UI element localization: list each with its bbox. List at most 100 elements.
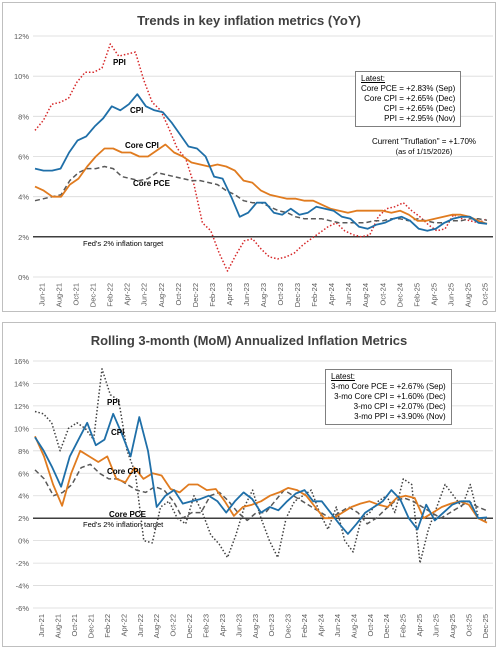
legend-entry-cpi: CPI = +2.65% (Dec) bbox=[383, 104, 456, 113]
x-tick-label: Apr-23 bbox=[225, 283, 234, 306]
x-tick-label: Aug-24 bbox=[349, 614, 358, 638]
x-tick-label: Apr-23 bbox=[218, 614, 227, 637]
series-label-core-cpi: Core CPI bbox=[125, 141, 159, 150]
series-line-ppi bbox=[34, 368, 488, 564]
x-tick-label: Dec-23 bbox=[293, 283, 302, 307]
series-label-ppi: PPI bbox=[107, 398, 120, 407]
x-tick-label: Jun-22 bbox=[140, 283, 149, 306]
legend-entry-ppi: 3-mo PPI = +3.90% (Nov) bbox=[354, 412, 446, 421]
series-label-core-pce: Core PCE bbox=[109, 510, 147, 519]
x-tick-label: Feb-24 bbox=[300, 614, 309, 638]
x-tick-label: Feb-23 bbox=[202, 614, 211, 638]
x-tick-label: Jun-24 bbox=[344, 283, 353, 306]
series-line-ppi bbox=[34, 43, 488, 272]
y-tick-label: 12% bbox=[14, 32, 29, 41]
x-tick-label: Oct-25 bbox=[480, 283, 489, 306]
target-label: Fed's 2% inflation target bbox=[83, 239, 164, 248]
x-tick-label: Feb-24 bbox=[310, 283, 319, 307]
x-tick-label: Oct-23 bbox=[276, 283, 285, 306]
y-tick-label: 2% bbox=[18, 233, 29, 242]
x-tick-label: Dec-25 bbox=[481, 614, 490, 638]
y-tick-label: -4% bbox=[16, 582, 30, 591]
y-tick-label: 4% bbox=[18, 492, 29, 501]
x-tick-label: Oct-21 bbox=[72, 283, 81, 306]
x-tick-label: Feb-25 bbox=[399, 614, 408, 638]
y-tick-label: 8% bbox=[18, 112, 29, 121]
legend-entry-core-pce: Core PCE = +2.83% (Sep) bbox=[361, 84, 456, 93]
x-tick-label: Jun-23 bbox=[242, 283, 251, 306]
x-tick-label: Jun-22 bbox=[136, 614, 145, 637]
y-tick-label: 14% bbox=[14, 379, 29, 388]
x-tick-label: Feb-23 bbox=[208, 283, 217, 307]
x-tick-label: Oct-22 bbox=[174, 283, 183, 306]
x-tick-label: Jun-21 bbox=[37, 614, 46, 637]
x-tick-label: Feb-25 bbox=[412, 283, 421, 307]
x-tick-label: Aug-25 bbox=[463, 283, 472, 307]
x-tick-label: Apr-24 bbox=[327, 283, 336, 306]
x-tick-label: Aug-21 bbox=[54, 614, 63, 638]
yoy-chart-plot: 0% 2% 4% 6% 8% 10% 12% Jun-21 Aug-21 Oct-21 Dec-21… bbox=[14, 32, 493, 307]
chart-legend: Latest: Core PCE = +2.83% (Sep) Core CPI… bbox=[355, 71, 462, 127]
series-line-core-cpi bbox=[34, 143, 488, 225]
legend-heading: Latest: bbox=[361, 74, 386, 83]
series-label-core-pce: Core PCE bbox=[133, 179, 171, 188]
x-tick-label: Oct-21 bbox=[70, 614, 79, 637]
truflation-note: Current "Truflation" = +1.70% (as of 1/1… bbox=[359, 137, 489, 157]
x-tick-label: Aug-22 bbox=[157, 283, 166, 307]
legend-entry-cpi: 3-mo CPI = +2.07% (Dec) bbox=[353, 402, 446, 411]
legend-heading: Latest: bbox=[331, 372, 356, 381]
x-tick-label: Jun-24 bbox=[333, 614, 342, 637]
legend-entry-core-pce: 3-mo Core PCE = +2.67% (Sep) bbox=[331, 382, 446, 391]
series-line-core-pce bbox=[34, 165, 488, 224]
yoy-chart-panel: Trends in key inflation metrics (YoY) 0%… bbox=[2, 2, 496, 312]
y-tick-label: -6% bbox=[16, 604, 30, 613]
x-tick-label: Dec-21 bbox=[89, 283, 98, 307]
x-tick-label: Oct-24 bbox=[378, 283, 387, 306]
chart-title: Rolling 3-month (MoM) Annualized Inflati… bbox=[90, 333, 408, 348]
y-tick-label: 0% bbox=[18, 537, 29, 546]
series-line-core-cpi bbox=[34, 435, 488, 524]
x-tick-label: Oct-24 bbox=[366, 614, 375, 637]
x-tick-label: Jun-25 bbox=[446, 283, 455, 306]
y-tick-label: 8% bbox=[18, 447, 29, 456]
x-tick-label: Jun-25 bbox=[432, 614, 441, 637]
series-line-cpi bbox=[34, 412, 488, 535]
series-label-ppi: PPI bbox=[113, 58, 126, 67]
x-tick-label: Aug-21 bbox=[55, 283, 64, 307]
x-tick-label: Aug-22 bbox=[152, 614, 161, 638]
y-tick-label: 2% bbox=[18, 514, 29, 523]
x-tick-label: Dec-24 bbox=[382, 614, 391, 638]
x-tick-label: Feb-22 bbox=[103, 614, 112, 638]
chart-legend: Latest: 3-mo Core PCE = +2.67% (Sep) 3-m… bbox=[325, 369, 452, 425]
x-tick-label: Dec-22 bbox=[191, 283, 200, 307]
x-tick-label: Aug-23 bbox=[259, 283, 268, 307]
y-tick-label: 0% bbox=[18, 273, 29, 282]
x-tick-label: Aug-24 bbox=[361, 283, 370, 307]
x-tick-label: Dec-22 bbox=[185, 614, 194, 638]
x-tick-label: Apr-25 bbox=[415, 614, 424, 637]
y-tick-label: -2% bbox=[16, 559, 30, 568]
series-line-cpi bbox=[34, 93, 488, 232]
series-label-cpi: CPI bbox=[111, 428, 124, 437]
target-label: Fed's 2% inflation target bbox=[83, 520, 164, 529]
truflation-value: Current "Truflation" = +1.70% bbox=[371, 137, 477, 146]
series-label-cpi: CPI bbox=[130, 106, 143, 115]
y-tick-label: 10% bbox=[14, 424, 29, 433]
x-tick-label: Dec-24 bbox=[395, 283, 404, 307]
y-tick-label: 12% bbox=[14, 402, 29, 411]
chart-title: Trends in key inflation metrics (YoY) bbox=[137, 13, 361, 28]
x-tick-label: Apr-25 bbox=[429, 283, 438, 306]
x-tick-label: Oct-22 bbox=[169, 614, 178, 637]
x-tick-label: Aug-25 bbox=[448, 614, 457, 638]
y-tick-label: 6% bbox=[18, 153, 29, 162]
y-tick-label: 10% bbox=[14, 72, 29, 81]
x-tick-label: Oct-25 bbox=[464, 614, 473, 637]
x-tick-label: Dec-21 bbox=[87, 614, 96, 638]
x-tick-label: Apr-22 bbox=[123, 283, 132, 306]
x-tick-label: Aug-23 bbox=[251, 614, 260, 638]
truflation-date: (as of 1/15/2026) bbox=[395, 147, 453, 156]
series-label-core-cpi: Core CPI bbox=[107, 467, 141, 476]
y-tick-label: 4% bbox=[18, 193, 29, 202]
x-tick-label: Dec-23 bbox=[284, 614, 293, 638]
y-tick-label: 6% bbox=[18, 469, 29, 478]
